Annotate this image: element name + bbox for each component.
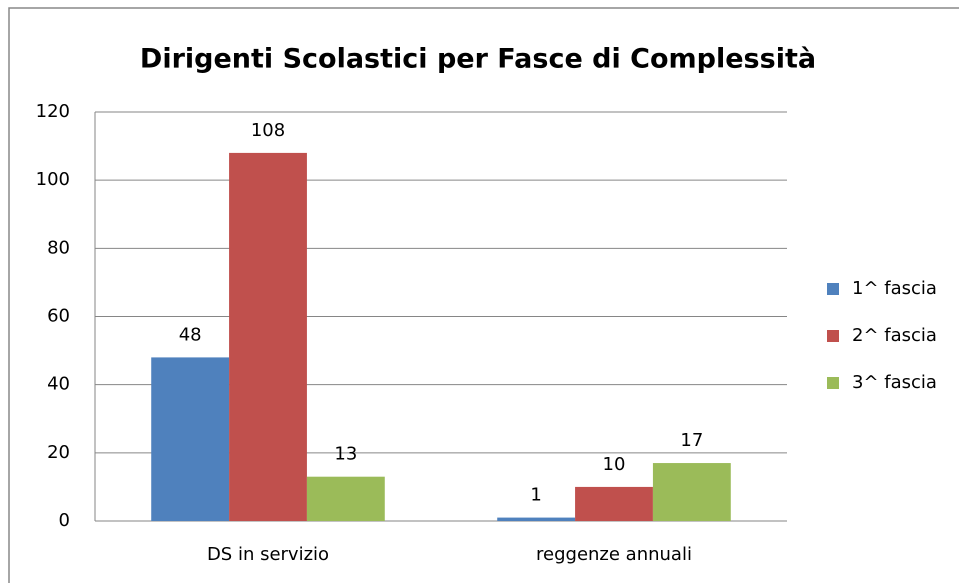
data-label: 17 [680, 430, 703, 451]
y-tick-label: 0 [59, 510, 70, 531]
bar [229, 152, 307, 521]
legend-label: 1^ fascia [852, 278, 937, 299]
bar [497, 517, 576, 521]
legend-swatch [827, 330, 839, 342]
x-tick-label: DS in servizio [207, 544, 329, 565]
y-tick-label: 60 [47, 306, 70, 327]
bar [575, 486, 653, 521]
legend-swatch [827, 377, 839, 389]
bar [306, 476, 385, 521]
data-label: 10 [603, 454, 626, 475]
data-label: 13 [334, 444, 357, 465]
y-tick-label: 20 [47, 442, 70, 463]
x-tick-label: reggenze annuali [536, 544, 692, 565]
y-tick-label: 100 [36, 169, 70, 190]
data-label: 48 [179, 324, 202, 345]
bar [151, 357, 230, 521]
legend-label: 3^ fascia [852, 372, 937, 393]
legend-swatch [827, 283, 839, 295]
data-label: 1 [530, 485, 541, 506]
bar [652, 463, 731, 521]
y-tick-label: 120 [36, 101, 70, 122]
y-tick-label: 40 [47, 374, 70, 395]
legend-label: 2^ fascia [852, 325, 937, 346]
data-label: 108 [251, 120, 285, 141]
chart-title: Dirigenti Scolastici per Fasce di Comple… [140, 44, 816, 75]
y-tick-label: 80 [47, 237, 70, 258]
